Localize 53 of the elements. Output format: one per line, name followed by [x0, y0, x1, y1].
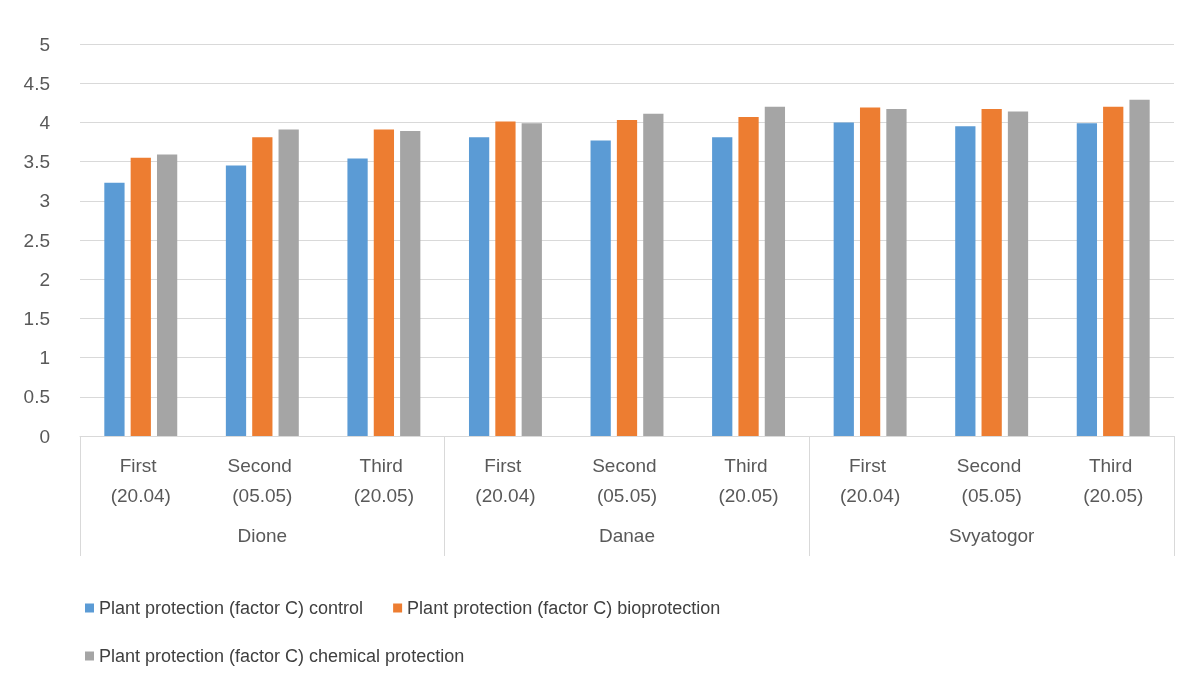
bar	[1007, 111, 1029, 436]
text: Danae	[599, 525, 655, 546]
x-tick-label: Second (05.05)	[227, 454, 298, 506]
bar	[104, 182, 125, 436]
bar	[130, 157, 151, 436]
bar	[981, 109, 1002, 436]
legend-label: Plant protection (factor C) control	[99, 598, 364, 618]
x-tick-label: Third (20.05)	[718, 454, 779, 506]
bar	[712, 137, 733, 436]
text: Svyatogor	[948, 525, 1036, 546]
legend-label: Plant protection (factor C) bioprotection	[407, 598, 721, 618]
legend-label: Plant protection (factor C) chemical protection	[99, 646, 465, 666]
y-tick-label: 4	[39, 111, 51, 133]
bar	[764, 106, 786, 436]
bar	[643, 113, 664, 436]
bar	[738, 116, 759, 436]
bar	[225, 165, 247, 436]
y-tick-label: 1	[39, 347, 50, 369]
bar	[1076, 123, 1098, 436]
bar	[278, 129, 299, 436]
y-tick-label: 3	[39, 190, 50, 212]
bar	[156, 154, 178, 436]
bar	[955, 126, 976, 436]
y-tick-label: 2.5	[23, 229, 50, 251]
bar	[468, 137, 490, 436]
x-tick-label: First (20.04)	[840, 454, 901, 506]
y-tick-label: 1.5	[23, 307, 50, 329]
bar	[833, 122, 854, 436]
bar	[252, 137, 273, 436]
y-tick-label: 0	[39, 425, 50, 447]
x-tick-label: Second (05.05)	[956, 454, 1027, 506]
bar	[347, 158, 368, 436]
text: Dione	[237, 525, 288, 546]
y-tick-label: 4.5	[23, 72, 50, 94]
bar	[521, 123, 542, 436]
y-tick-label: 3.5	[23, 151, 50, 173]
x-tick-label: Third (20.05)	[353, 454, 414, 506]
bar	[373, 129, 395, 436]
x-tick-label: Second (05.05)	[592, 454, 662, 506]
bar	[1103, 106, 1124, 436]
bar	[495, 121, 516, 436]
bar	[616, 120, 638, 436]
x-tick-label: Third (20.05)	[1083, 454, 1144, 506]
bar	[590, 140, 611, 436]
y-tick-label: 2	[39, 268, 50, 290]
bar	[400, 131, 421, 436]
x-tick-label: First (20.04)	[110, 454, 171, 506]
bar	[859, 107, 881, 436]
y-tick-label: 5	[39, 33, 50, 55]
y-tick-label: 0.5	[23, 386, 50, 408]
bar	[1129, 99, 1150, 436]
x-tick-label: First (20.04)	[475, 454, 536, 506]
bar	[886, 109, 907, 436]
